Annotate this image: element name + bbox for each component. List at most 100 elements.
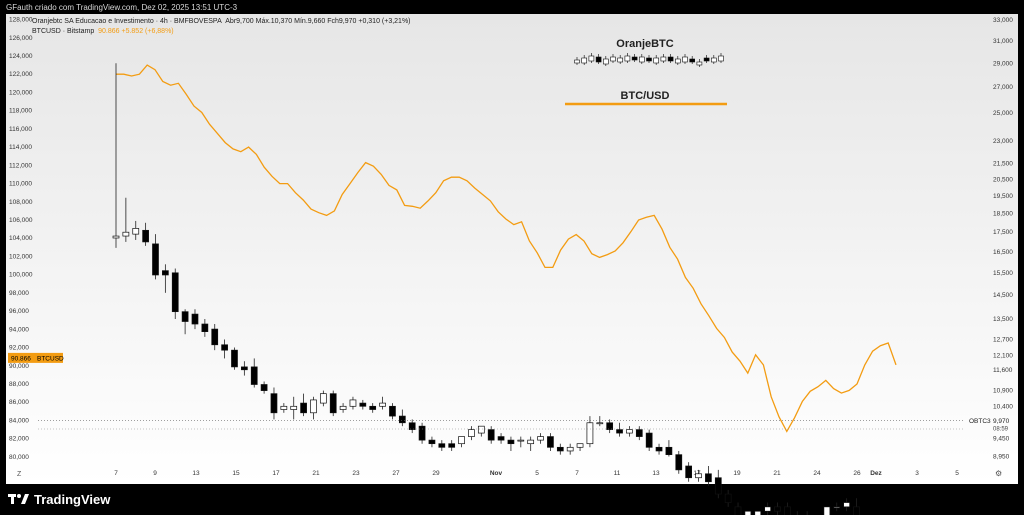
candle-body-68 [784,506,791,515]
candle-body-17 [280,405,288,410]
candle-body-14 [250,366,258,385]
left-axis-tick-15: 110,000 [9,181,32,188]
right-axis-tick-12: 18,500 [993,211,1013,218]
candle-body-22 [329,393,337,414]
candle-body-62 [724,493,732,503]
candle-body-72 [823,506,831,515]
candle-body-2 [132,228,140,235]
candle-body-4 [152,243,159,276]
candle-body-55 [655,446,663,452]
left-axis-tick-12: 104,000 [9,235,33,242]
right-axis-tick-10: 16,500 [993,249,1013,256]
candle-body-26 [369,405,377,410]
candle-body-46 [566,446,574,452]
x-axis-tick-2: 13 [192,470,200,477]
series2-info: BTCUSD · Bitstamp 90.866 +5.852 (+6,88%) [32,28,174,35]
candle-body-53 [635,429,643,437]
btcusd-line [116,64,897,433]
tradingview-logo[interactable]: TradingView [8,491,110,507]
left-axis-tick-8: 96,000 [9,308,29,315]
candle-body-12 [231,349,238,368]
candle-body-25 [359,402,367,407]
candle-body-9 [201,323,209,333]
candle-body-61 [714,477,722,495]
legend-candle-body-20 [718,55,724,62]
candle-body-13 [241,366,248,371]
candle-body-63 [734,506,742,515]
candle-body-56 [665,446,673,456]
left-axis-tick-23: 126,000 [9,35,33,42]
candle-body-57 [675,454,683,471]
candle-body-40 [507,439,515,445]
candle-body-42 [527,439,535,445]
candle-body-15 [260,384,268,391]
x-axis-tick-5: 21 [312,470,320,477]
candle-body-1 [122,231,130,237]
x-axis-tick-18: 26 [853,470,861,477]
candle-body-59 [695,473,702,479]
left-axis-tick-14: 108,000 [9,199,33,206]
candle-body-39 [497,436,505,441]
candle-body-0 [112,235,120,239]
right-axis-tick-15: 21,500 [993,160,1013,167]
legend-candle-body-5 [610,56,616,62]
left-axis-tick-16: 112,000 [9,162,32,169]
legend-candle-body-1 [581,57,588,64]
candle-body-49 [596,422,604,425]
series1-info: Oranjebtc SA Educacao e Investimento · 4… [32,18,411,25]
left-axis-tick-19: 118,000 [9,108,32,115]
legend-candle-body-15 [682,56,688,63]
tradingview-logo-icon [8,494,29,504]
legend-candle-body-18 [703,57,710,62]
obtc-price-symbol: OBTC3 [969,418,991,425]
right-axis-tick-16: 23,000 [993,138,1013,145]
candle-body-29 [398,415,406,424]
legend-candle-body-17 [696,61,703,66]
candle-body-8 [191,313,199,325]
candle-body-36 [468,429,475,437]
legend-candle-body-8 [631,56,638,61]
right-axis-tick-20: 31,000 [993,38,1013,45]
gear-icon[interactable]: ⚙ [995,469,1002,478]
candle-body-31 [418,425,426,441]
right-axis-tick-5: 12,100 [993,353,1013,360]
candle-body-44 [547,436,554,448]
candle-body-6 [171,272,179,313]
x-axis-tick-17: 24 [813,470,821,477]
x-axis-tick-8: 29 [432,470,440,477]
legend-candle-body-16 [689,58,696,63]
series1-label: Oranjebtc SA Educacao e Investimento · 4… [32,18,222,25]
candle-body-32 [428,439,436,445]
candle-body-65 [754,510,762,515]
left-axis-tick-0: 80,000 [9,454,29,461]
candle-body-23 [339,405,347,410]
right-axis-tick-3: 10,900 [993,388,1013,395]
auto-scale-button[interactable]: Z [17,471,22,478]
right-axis-tick-14: 20,500 [993,176,1013,183]
btcusd-price-value: 90.866 [11,355,31,362]
candle-countdown: 08:59 [993,426,1009,432]
chart-panel[interactable] [6,14,1018,484]
legend-candle-body-11 [653,57,660,64]
x-axis-tick-3: 15 [232,470,240,477]
series2-label: BTCUSD · Bitstamp [32,28,95,35]
legend-candle-body-10 [646,57,652,62]
right-axis-tick-17: 25,000 [993,110,1013,117]
left-axis-tick-21: 122,000 [9,71,33,78]
candle-body-38 [487,429,495,441]
candle-body-21 [319,393,327,404]
candle-body-75 [853,506,860,515]
right-axis-tick-6: 12,700 [993,336,1013,343]
x-axis-tick-12: 11 [614,470,621,477]
candle-body-48 [586,422,594,445]
left-axis-tick-17: 114,000 [9,144,32,151]
x-axis-tick-7: 27 [392,470,400,477]
x-axis-tick-4: 17 [272,470,280,477]
candle-body-28 [389,405,396,417]
left-axis-tick-24: 128,000 [9,17,33,24]
candle-body-33 [438,443,446,448]
candle-body-3 [142,229,149,243]
candle-body-64 [744,510,752,515]
candle-body-47 [576,443,584,448]
